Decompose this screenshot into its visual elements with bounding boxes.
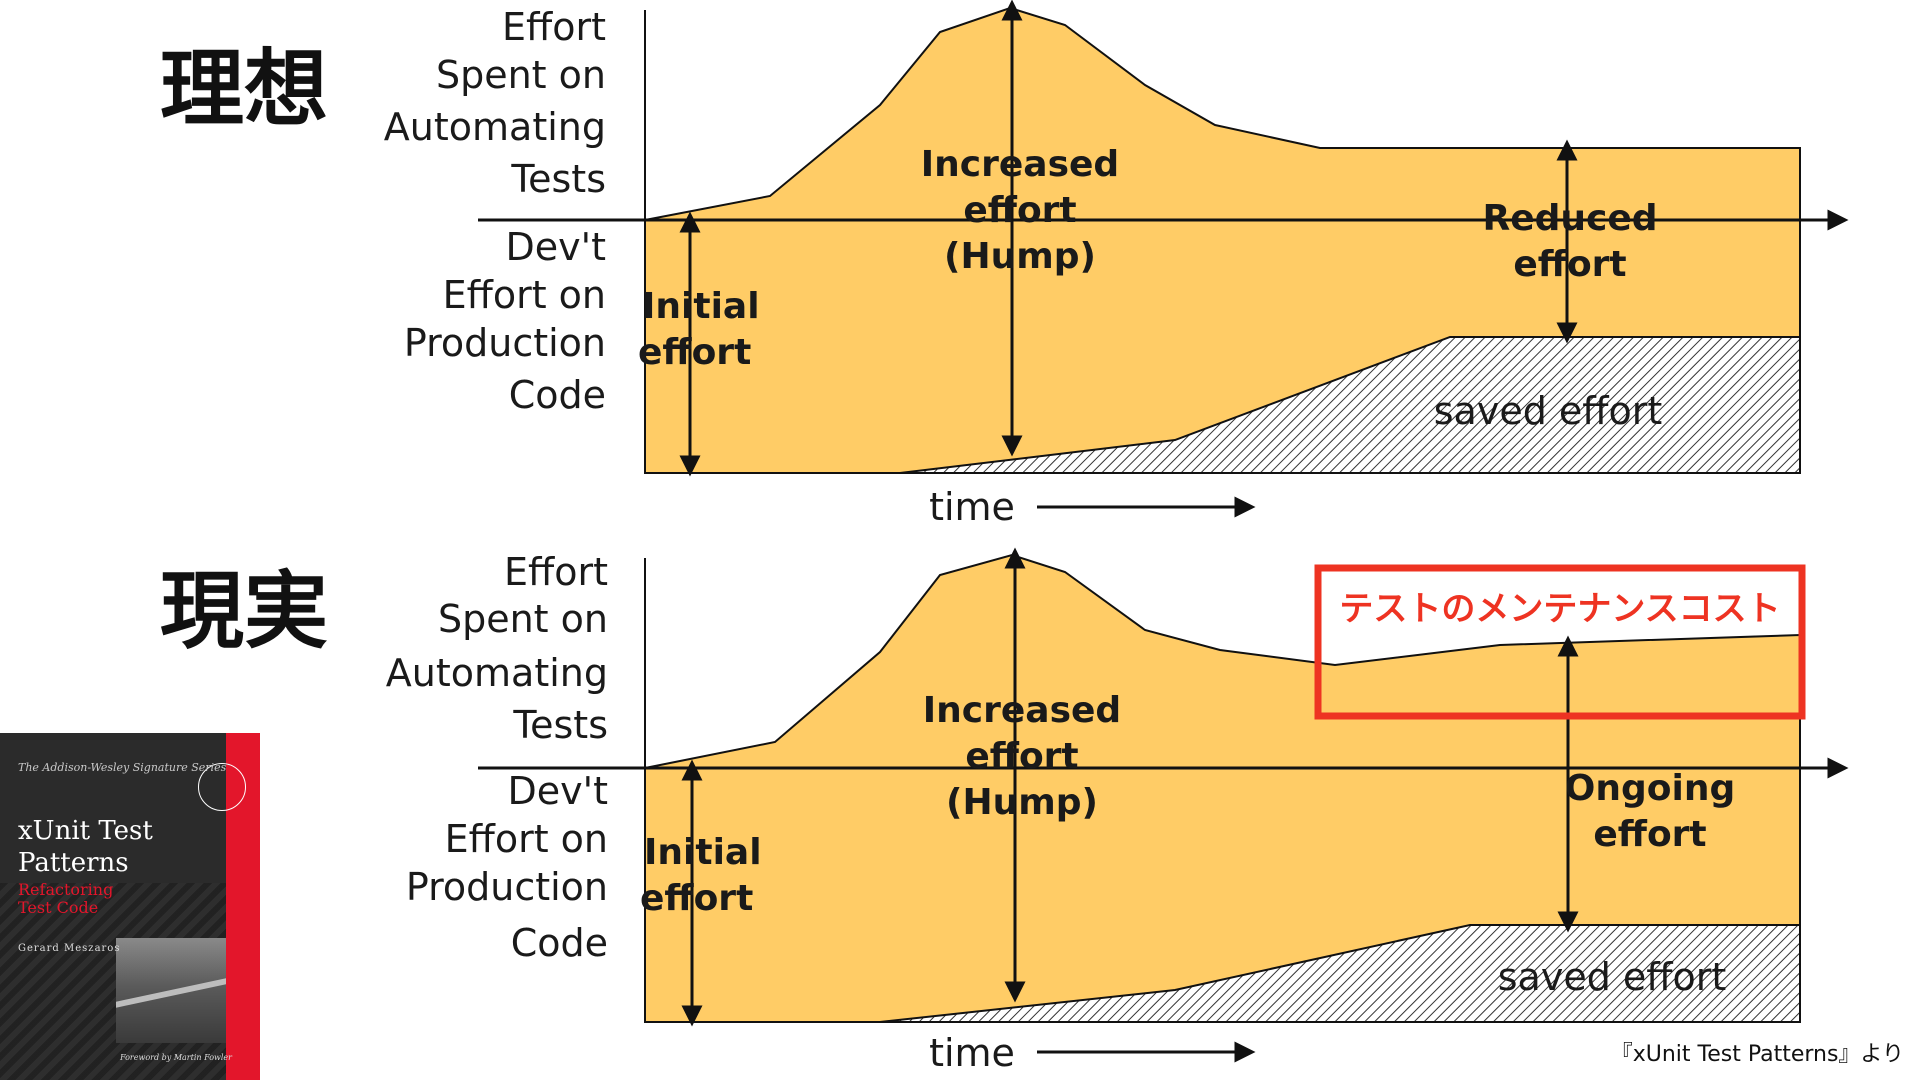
hump-label-line3: (Hump) xyxy=(946,782,1098,823)
label-production: Production xyxy=(404,321,606,365)
reduced-effort-label-top: Reduced effort xyxy=(1482,198,1657,285)
book-subtitle-line1: Refactoring xyxy=(18,880,114,899)
saved-effort-label-top: saved effort xyxy=(1434,389,1662,433)
lower-axis-label-bottom: Dev't Effort on Production Code xyxy=(406,769,608,965)
book-subtitle-line2: Test Code xyxy=(18,898,99,917)
label-effort: Effort xyxy=(502,5,606,49)
maintenance-cost-label: テストのメンテナンスコスト xyxy=(1339,589,1780,629)
book-author: Gerard Meszaros xyxy=(18,943,121,954)
hump-label-line2: effort xyxy=(963,190,1076,231)
lower-axis-label-top: Dev't Effort on Production Code xyxy=(404,225,606,417)
label-tests: Tests xyxy=(512,703,608,747)
diagram-reality: テストのメンテナンスコスト Effort Spent on Automating… xyxy=(386,547,1849,1075)
time-label-top: time xyxy=(929,485,1015,529)
upper-axis-label-bottom: Effort Spent on Automating Tests xyxy=(386,550,608,747)
book-cover-photo xyxy=(116,938,226,1043)
saved-effort-area-bottom xyxy=(879,924,1801,1023)
label-effort-on: Effort on xyxy=(445,817,608,861)
hump-label-top: Increased effort (Hump) xyxy=(921,144,1119,277)
saved-effort-label-bottom: saved effort xyxy=(1498,955,1726,999)
diagram-ideal: Effort Spent on Automating Tests Dev't E… xyxy=(384,0,1849,529)
ongoing-effort-label-bottom: Ongoing effort xyxy=(1565,768,1735,855)
heading-reality: 現実 xyxy=(160,562,328,660)
initial-label-line1: Initial xyxy=(642,286,760,327)
label-spent-on: Spent on xyxy=(438,597,608,641)
source-credit: 『xUnit Test Patterns』より xyxy=(1610,1042,1904,1067)
hump-label-line3: (Hump) xyxy=(944,236,1096,277)
book-cover: The Addison-Wesley Signature Series xUni… xyxy=(0,733,260,1080)
saved-effort-area-top xyxy=(899,336,1801,474)
label-devt: Dev't xyxy=(508,769,608,813)
initial-label-line1: Initial xyxy=(644,832,762,873)
initial-effort-label-bottom: Initial effort xyxy=(640,832,762,919)
book-title-line2: Patterns xyxy=(18,848,129,878)
upper-axis-label-top: Effort Spent on Automating Tests xyxy=(384,5,606,201)
label-automating: Automating xyxy=(386,651,608,695)
book-cover-seal-icon xyxy=(198,763,246,811)
label-code: Code xyxy=(509,373,606,417)
label-tests: Tests xyxy=(510,157,606,201)
reduced-label-line1: Reduced xyxy=(1482,198,1657,239)
reduced-label-line2: effort xyxy=(1513,244,1626,285)
label-effort-on: Effort on xyxy=(443,273,606,317)
time-label-bottom: time xyxy=(929,1031,1015,1075)
initial-label-line2: effort xyxy=(640,878,753,919)
hump-label-line1: Increased xyxy=(921,144,1119,185)
book-series: The Addison-Wesley Signature Series xyxy=(18,761,227,774)
maintenance-cost-callout xyxy=(1314,564,1806,720)
book-title: xUnit Test Patterns xyxy=(18,815,153,879)
initial-effort-label-top: Initial effort xyxy=(638,286,760,373)
label-effort: Effort xyxy=(504,550,608,594)
label-code: Code xyxy=(511,921,608,965)
ongoing-label-line2: effort xyxy=(1593,814,1706,855)
hump-label-line1: Increased xyxy=(923,690,1121,731)
label-spent-on: Spent on xyxy=(436,53,606,97)
label-production: Production xyxy=(406,865,608,909)
label-devt: Dev't xyxy=(506,225,606,269)
ongoing-label-line1: Ongoing xyxy=(1565,768,1735,809)
book-foreword: Foreword by Martin Fowler xyxy=(120,1053,232,1062)
heading-ideal: 理想 xyxy=(160,40,328,138)
book-title-line1: xUnit Test xyxy=(18,816,153,846)
hump-label-line2: effort xyxy=(965,736,1078,777)
book-subtitle: Refactoring Test Code xyxy=(18,881,113,917)
label-automating: Automating xyxy=(384,105,606,149)
initial-label-line2: effort xyxy=(638,332,751,373)
hump-label-bottom: Increased effort (Hump) xyxy=(923,690,1121,823)
